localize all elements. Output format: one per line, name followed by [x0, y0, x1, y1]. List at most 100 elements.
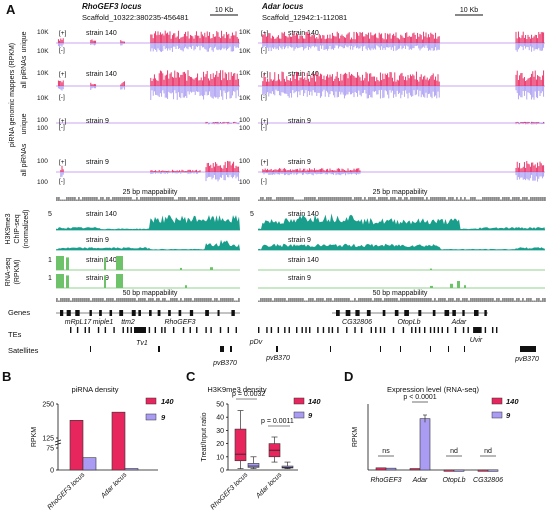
mappability-bar [332, 197, 334, 201]
mappability-bar [352, 199, 354, 201]
mappability-bar [516, 197, 518, 201]
mappability-bar [528, 199, 530, 201]
strand-minus: [-] [59, 178, 65, 185]
exon [474, 310, 479, 316]
mappability-bar [490, 298, 492, 302]
te-mark [210, 327, 212, 333]
mappability-bar [474, 298, 476, 302]
mappability-bar [212, 197, 214, 201]
te-block [134, 327, 146, 333]
panel-letter: B [2, 369, 11, 384]
mappability-bar [478, 199, 480, 201]
mappability-bar [328, 298, 330, 302]
mappability-bar [280, 298, 282, 302]
mappability-bar [380, 197, 382, 201]
mappability-bar [106, 298, 108, 302]
mappability-bar [132, 199, 134, 201]
mappability-bar [152, 197, 154, 201]
coverage-area [258, 213, 545, 230]
mappability-bar [170, 197, 172, 201]
rna-peak [185, 285, 187, 288]
mappability-bar [122, 197, 124, 201]
mappability-bar [412, 197, 414, 201]
axis-break [54, 439, 62, 443]
mappability-bar [310, 197, 312, 201]
track-scale: 1 [48, 275, 52, 282]
locus-coords: Scaffold_12942:1-112081 [262, 13, 347, 22]
te-mark [491, 327, 494, 333]
mappability-bar [286, 300, 288, 302]
track-scale-bottom: 10K [37, 48, 49, 55]
mappability-bar [372, 300, 374, 302]
mappability-bar [392, 298, 394, 302]
mappability-bar [150, 197, 152, 201]
mappability-bar [186, 298, 188, 302]
strand-minus: [-] [261, 47, 267, 54]
panel-letter: D [344, 369, 353, 384]
mappability-bar [434, 197, 436, 201]
mappability-bar [236, 197, 238, 201]
mappability-bar [160, 300, 162, 302]
satellite-name: pvB370 [212, 360, 237, 367]
satellite-mark [158, 346, 160, 352]
mappability-bar [174, 199, 176, 201]
te-mark [317, 327, 319, 333]
mappability-bar [158, 197, 160, 201]
mappability-bar [122, 298, 124, 302]
exon [131, 310, 136, 316]
mappability-bar [326, 298, 328, 302]
y-tick-label: 10 [216, 454, 224, 461]
mappability-bar [316, 298, 318, 302]
te-mark [346, 327, 348, 333]
te-mark [219, 327, 222, 333]
mappability-bar [396, 199, 398, 201]
x-tick-label: Adar locus [99, 471, 128, 500]
strain-label: strain 140 [86, 211, 117, 218]
exon [138, 310, 141, 316]
mappability-bar [322, 197, 324, 201]
te-mark [126, 327, 129, 333]
te-mark [205, 327, 207, 333]
mappability-bar [258, 199, 260, 201]
mappability-bar [402, 298, 404, 302]
mappability-bar [482, 298, 484, 302]
box [234, 428, 247, 462]
mappability-bar [506, 197, 508, 201]
mappability-bar [368, 197, 370, 201]
te-mark [433, 327, 436, 333]
mappability-bar [298, 298, 300, 302]
te-mark [418, 327, 421, 333]
satellite-name: pvB370 [514, 356, 539, 363]
exon [355, 310, 360, 316]
panel-c: C H3K9me3 density Treat/Input ratio 0 10 20 30… [186, 369, 321, 511]
tes-label: TEs [8, 330, 22, 339]
mappability-bar [426, 197, 428, 201]
mappability-bar [350, 197, 352, 201]
y-axis-title: RPKM [31, 427, 38, 447]
mappability-bar [138, 199, 140, 201]
mappability-bar [280, 197, 282, 201]
mappability-bar [94, 298, 96, 302]
mappability-bar [222, 298, 224, 302]
exon [231, 310, 235, 316]
chart-title: Expression level (RNA-seq) [387, 385, 480, 394]
mappability-bar [508, 298, 510, 302]
mappability-bar [166, 300, 168, 302]
mappability-bar [402, 199, 404, 201]
mappability-bar [150, 298, 152, 302]
te-mark [301, 327, 303, 333]
mappability-bar [232, 197, 234, 201]
mappability-bar [304, 300, 306, 302]
y-tick-label: 250 [42, 402, 54, 409]
mappability-bar [208, 199, 210, 201]
mappability-bar [108, 298, 110, 302]
mappability-bar [464, 298, 466, 302]
mappability-bar [72, 298, 74, 302]
mappability-bar [456, 197, 458, 201]
mappability-bar [534, 300, 536, 302]
exon [394, 310, 399, 316]
te-mark [375, 327, 377, 333]
te-mark [154, 327, 157, 333]
mappability-bar [224, 197, 226, 201]
mappability-bar [198, 197, 200, 201]
